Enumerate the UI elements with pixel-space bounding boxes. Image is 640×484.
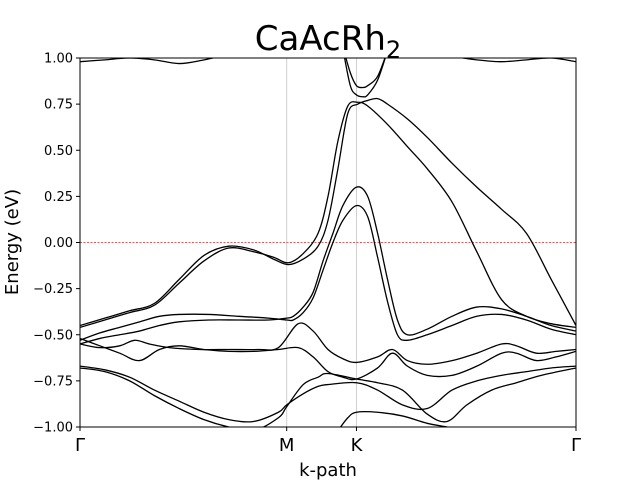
band-line: [345, 58, 386, 89]
y-tick-label: −1.00: [33, 421, 73, 436]
x-tick-label: K: [351, 435, 364, 456]
band-line: [80, 186, 576, 345]
y-tick-label: 0.50: [44, 144, 73, 159]
band-line: [80, 365, 576, 423]
y-tick-label: −0.25: [33, 282, 73, 297]
band-line: [80, 97, 576, 327]
y-tick-label: −0.50: [33, 328, 73, 343]
y-tick-label: 1.00: [44, 52, 73, 67]
x-tick-label: Γ: [571, 435, 581, 456]
band-line: [80, 204, 576, 341]
band-lines: [80, 58, 576, 427]
x-tick-label: Γ: [75, 435, 85, 456]
band-line: [80, 322, 576, 365]
band-line: [343, 58, 386, 98]
y-tick-label: 0.00: [44, 236, 73, 251]
y-axis-label: Energy (eV): [2, 189, 23, 295]
x-tick-label: M: [279, 435, 295, 456]
y-tick-label: 0.25: [44, 190, 73, 205]
band-line: [458, 58, 576, 63]
band-line: [80, 58, 216, 65]
chart-title-main: CaAcRh: [255, 19, 386, 59]
chart-title: CaAcRh2: [255, 19, 401, 64]
chart-title-subscript: 2: [386, 36, 401, 64]
y-axis-ticks: −1.00 −0.75 −0.50 −0.25 0.00 0.25 0.50 0.75 1.00: [33, 52, 80, 436]
band-line: [80, 101, 576, 329]
band-line: [80, 367, 576, 427]
x-axis-label: k-path: [299, 460, 357, 480]
y-tick-label: 0.75: [44, 98, 73, 113]
y-tick-label: −0.75: [33, 374, 73, 389]
